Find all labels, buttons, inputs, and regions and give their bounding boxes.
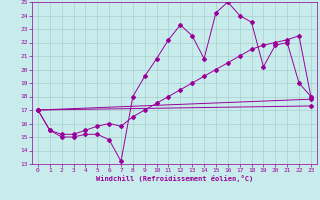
X-axis label: Windchill (Refroidissement éolien,°C): Windchill (Refroidissement éolien,°C) <box>96 175 253 182</box>
